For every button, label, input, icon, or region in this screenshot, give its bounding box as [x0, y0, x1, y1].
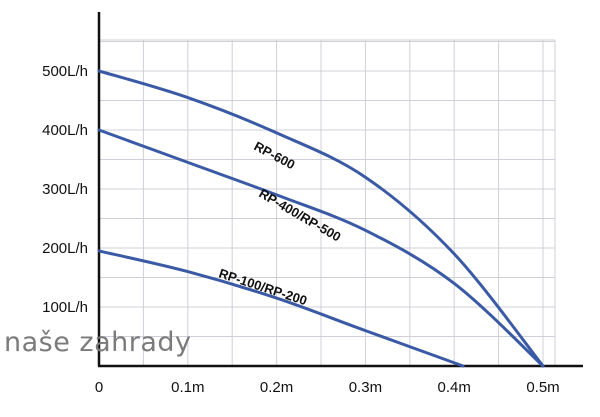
- x-tick-label: 0.2m: [260, 379, 293, 396]
- x-tick-label: 0.4m: [438, 379, 471, 396]
- series-line-rp-400-rp-500: [97, 128, 545, 368]
- x-tick-label: 0.5m: [526, 379, 559, 396]
- series-line-rp-600: [97, 69, 545, 368]
- curve-label-rp-100-rp-200: RP-100/RP-200: [217, 266, 309, 309]
- chart-grid: [99, 39, 556, 366]
- x-tick-label: 0: [95, 379, 103, 396]
- y-tick-label: 100L/h: [42, 299, 88, 316]
- series-line-rp-100-rp-200: [97, 249, 465, 368]
- curve-label-rp-600: RP-600: [252, 138, 298, 172]
- y-tick-label: 300L/h: [42, 181, 88, 198]
- y-tick-label: 500L/h: [42, 63, 88, 80]
- tick-labels: 0 0.1m 0.2m 0.3m 0.4m 0.5m 100L/h 200L/h 300L/h 4…: [42, 63, 560, 396]
- chart-series: [97, 69, 545, 368]
- x-tick-label: 0.1m: [171, 379, 204, 396]
- x-tick-label: 0.3m: [349, 379, 382, 396]
- y-tick-label: 400L/h: [42, 122, 88, 139]
- watermark-text: naše zahrady: [4, 327, 192, 358]
- y-tick-label: 200L/h: [42, 240, 88, 257]
